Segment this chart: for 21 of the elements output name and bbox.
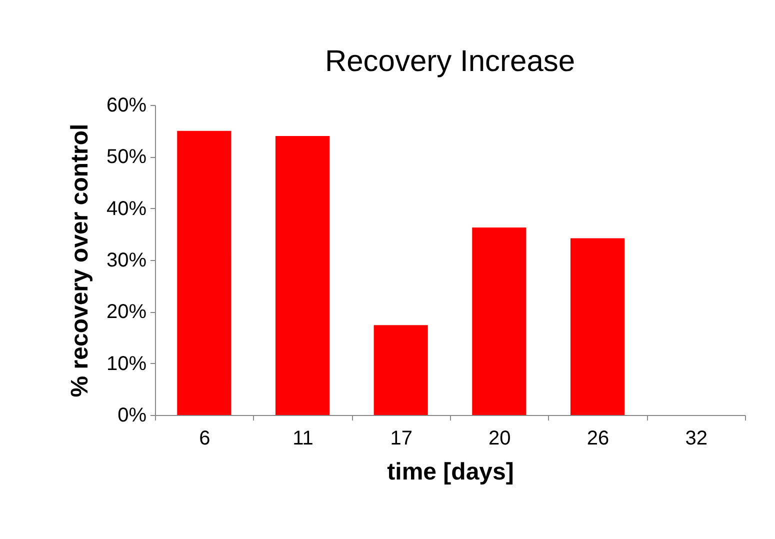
chart-title: Recovery Increase	[324, 45, 576, 78]
y-tick-label: 50%	[106, 146, 147, 168]
bar	[472, 227, 526, 415]
x-tick-label: 20	[488, 428, 511, 450]
bar	[570, 238, 625, 415]
y-axis-title: % recovery over control	[66, 124, 94, 398]
y-tick-label: 30%	[106, 250, 147, 272]
x-tick-label: 32	[685, 428, 708, 450]
x-tick-label: 6	[199, 428, 210, 450]
bar	[275, 136, 330, 415]
x-tick-label: 11	[292, 428, 314, 450]
x-tick-label: 26	[586, 428, 610, 450]
y-tick-label: 0%	[118, 404, 147, 426]
y-tick-label: 40%	[106, 198, 147, 220]
y-tick-label: 10%	[106, 352, 147, 375]
x-axis-title: time [days]	[387, 458, 514, 486]
x-tick-label: 17	[390, 428, 412, 450]
y-tick-label: 60%	[106, 94, 147, 116]
bar	[374, 325, 428, 415]
y-tick-label: 20%	[106, 301, 147, 324]
bar	[177, 130, 232, 415]
